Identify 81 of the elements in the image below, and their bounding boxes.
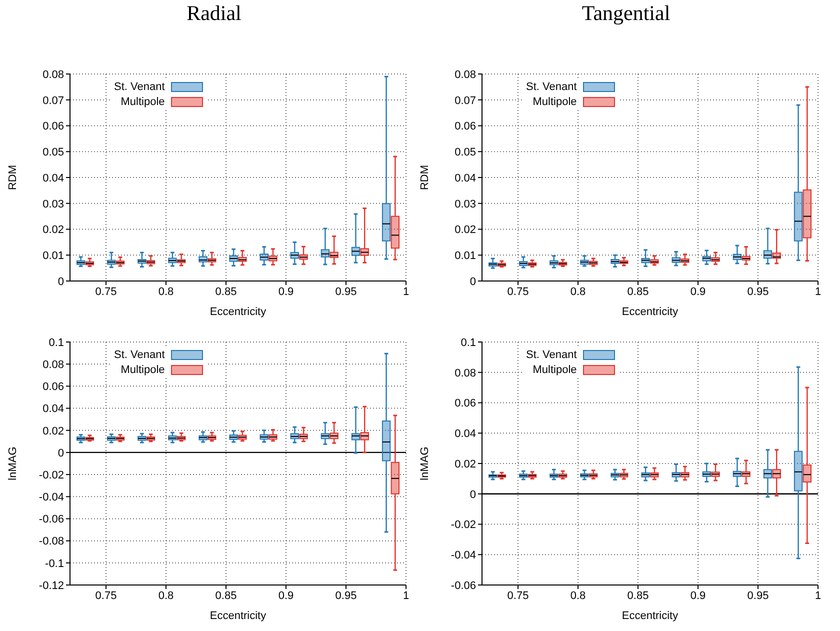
y-tick-label: 0.06: [42, 120, 64, 133]
y-tick-label: 0: [470, 276, 476, 288]
y-tick-label: 0.01: [42, 250, 64, 262]
y-tick-label: 0.08: [454, 68, 476, 81]
y-tick-label: 0.01: [454, 250, 476, 262]
x2-tick-label: 0.95: [747, 590, 769, 602]
x2-tick-label: 0.95: [335, 286, 357, 298]
x2-tick-label: 0.8: [158, 590, 174, 602]
x2-tick-label: 1: [814, 590, 822, 602]
chart-title: Tangential: [580, 1, 672, 27]
x-axis-title: Eccentricity: [210, 610, 267, 622]
legend-label: Multipole: [532, 364, 577, 376]
x-axis-title: Eccentricity: [622, 610, 679, 622]
legend-label: Multipole: [120, 96, 165, 108]
legend-label: Multipole: [120, 364, 165, 376]
chart-title: Radial: [186, 1, 242, 27]
x2-tick-label: 0.95: [335, 590, 357, 602]
y-tick-label: 0: [470, 488, 476, 501]
y-tick-label: 0.05: [454, 146, 476, 159]
x2-tick-label: 0.75: [95, 590, 117, 602]
y-tick-label: 0.1: [48, 336, 64, 349]
y-tick-label: 0.06: [42, 381, 64, 394]
x2-tick-label: 0.9: [278, 590, 294, 602]
y-tick-label: -0.04: [450, 550, 476, 562]
legend-label: St. Venant: [114, 348, 165, 360]
x2-tick-label: 1: [814, 286, 822, 298]
y-tick-label: -0.06: [450, 580, 476, 592]
y-tick-label: -0.06: [38, 514, 64, 526]
y-tick-label: 0.04: [42, 403, 64, 416]
y-tick-label: 0.07: [42, 94, 64, 107]
x-axis-title: Eccentricity: [622, 306, 679, 318]
y-tick-label: 0.08: [454, 367, 476, 380]
x2-tick-label: 1: [402, 590, 410, 602]
y-tick-label: -0.04: [38, 492, 64, 504]
x2-tick-label: 0.85: [215, 590, 237, 602]
y-tick-label: 0.04: [454, 428, 476, 440]
y-tick-label: 0.08: [42, 68, 64, 81]
x2-tick-label: 0.85: [627, 590, 649, 602]
y-tick-label: 0.05: [42, 146, 64, 159]
y-tick-label: -0.12: [38, 580, 64, 592]
y-tick-label: -0.1: [45, 558, 64, 570]
x2-tick-label: 0.9: [690, 590, 706, 602]
x2-tick-label: 0.8: [570, 286, 586, 298]
y-tick-label: 0.02: [454, 224, 476, 236]
y-tick-label: 0.03: [42, 198, 64, 210]
x2-tick-label: 0.75: [507, 590, 529, 602]
y-tick-label: 0.02: [454, 458, 476, 470]
y-tick-label: 0.02: [42, 224, 64, 236]
y-tick-label: 0.04: [454, 172, 476, 184]
y-tick-label: 0.08: [42, 358, 64, 371]
x2-tick-label: 0.8: [158, 286, 174, 298]
y-tick-label: 0.06: [454, 398, 476, 410]
y-tick-label: -0.02: [38, 469, 64, 482]
x2-tick-label: 0.85: [627, 286, 649, 298]
x2-tick-label: 0.75: [95, 286, 117, 298]
y-tick-label: 0.1: [460, 336, 476, 349]
x2-tick-label: 0.95: [747, 286, 769, 298]
y-axis-title: RDM: [418, 164, 431, 190]
x2-tick-label: 0.8: [570, 590, 586, 602]
y-tick-label: 0: [58, 276, 64, 288]
x2-tick-label: 0.75: [507, 286, 529, 298]
y-tick-label: 0.03: [454, 198, 476, 210]
legend-label: St. Venant: [526, 348, 577, 360]
y-tick-label: 0.06: [454, 120, 476, 133]
y-tick-label: 0.02: [42, 425, 64, 438]
legend-label: St. Venant: [114, 80, 165, 92]
x2-tick-label: 0.85: [215, 286, 237, 298]
y-tick-label: 0.04: [42, 172, 64, 184]
x2-tick-label: 1: [402, 286, 410, 298]
y-axis-title: lnMAG: [6, 446, 19, 480]
y-tick-label: 0: [58, 447, 64, 460]
x2-tick-label: 0.9: [690, 286, 706, 298]
legend-label: Multipole: [532, 96, 577, 108]
x2-tick-label: 0.9: [278, 286, 294, 298]
x-axis-title: Eccentricity: [210, 306, 267, 318]
y-axis-title: RDM: [6, 164, 19, 190]
y-tick-label: -0.02: [450, 519, 476, 532]
legend-label: St. Venant: [526, 80, 577, 92]
y-tick-label: 0.07: [454, 94, 476, 107]
y-axis-title: lnMAG: [418, 446, 431, 480]
y-tick-label: -0.08: [38, 536, 64, 548]
